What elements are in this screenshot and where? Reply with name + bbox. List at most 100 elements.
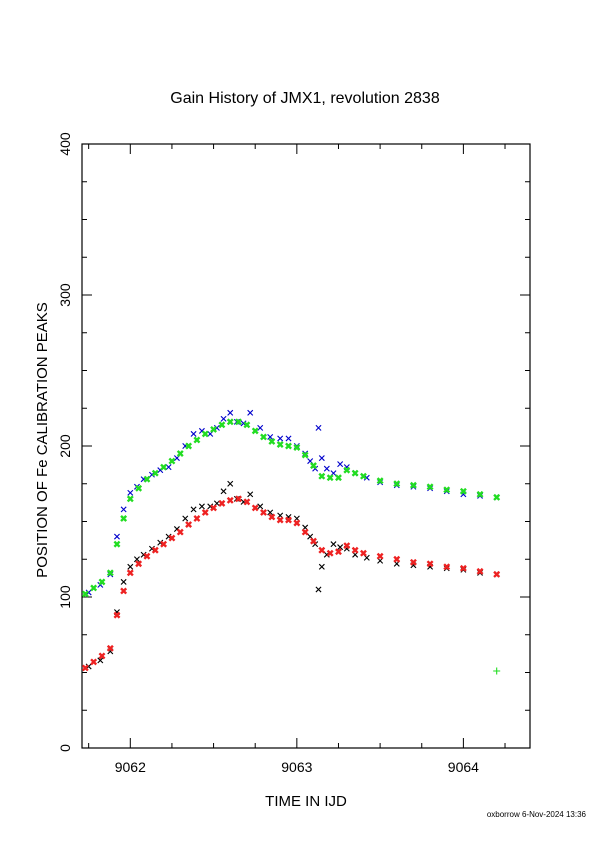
chart-title: Gain History of JMX1, revolution 2838 [170, 90, 440, 107]
data-point [268, 513, 276, 521]
data-point [201, 508, 209, 516]
data-point [227, 409, 234, 416]
data-point [201, 430, 209, 438]
data-point [276, 516, 284, 524]
data-point [426, 560, 434, 568]
y-axis-label: POSITION OF Fe CALIBRATION PEAKS [34, 302, 51, 578]
data-point [81, 664, 89, 672]
data-point [493, 493, 501, 501]
data-point [301, 451, 309, 459]
data-point [126, 495, 134, 503]
data-point [120, 578, 127, 585]
data-point [318, 472, 326, 480]
data-point [409, 558, 417, 566]
data-point [168, 534, 176, 542]
data-point [260, 508, 267, 516]
data-point [343, 542, 351, 550]
data-point [335, 548, 342, 556]
data-point [285, 435, 292, 442]
data-point [426, 483, 434, 491]
data-point [227, 480, 234, 487]
data-point [226, 496, 234, 504]
data-point [267, 433, 274, 440]
data-point [193, 515, 201, 522]
data-point [185, 521, 193, 528]
data-point [476, 490, 484, 498]
series-2 [85, 480, 500, 670]
data-point [277, 435, 284, 442]
series-1 [81, 418, 501, 598]
data-point [182, 515, 189, 522]
data-point [360, 472, 367, 480]
data-point [220, 488, 227, 495]
data-point [376, 552, 384, 560]
data-point [310, 537, 317, 545]
data-point [176, 528, 184, 536]
data-point [210, 504, 218, 512]
data-point [251, 427, 259, 435]
data-point [315, 586, 322, 593]
footer-timestamp: oxborrow 6-Nov-2024 13:36 [487, 810, 587, 819]
data-point [168, 457, 176, 465]
plot-frame [81, 143, 531, 749]
data-point [120, 515, 128, 522]
data-point [315, 424, 322, 431]
data-point [318, 455, 325, 462]
data-point [185, 442, 193, 450]
data-point [243, 498, 251, 506]
data-point [218, 421, 226, 429]
x-axis-label: TIME IN IJD [265, 793, 347, 810]
data-point [251, 504, 259, 512]
data-point [476, 567, 484, 575]
data-point [126, 569, 134, 577]
series-4 [493, 667, 501, 675]
data-point [393, 480, 401, 488]
data-point [210, 425, 218, 433]
series-0 [85, 409, 500, 596]
data-point [337, 544, 344, 551]
data-point [351, 546, 359, 554]
data-point [443, 563, 451, 571]
data-point [98, 578, 106, 586]
data-point [493, 570, 501, 578]
data-point [337, 461, 344, 468]
y-axis: 0 100 200 300 400 [57, 132, 530, 752]
data-point [285, 442, 292, 450]
x-axis: 9062 9063 9064 [88, 144, 506, 775]
data-point [160, 540, 168, 548]
data-point [135, 560, 143, 568]
data-point [409, 481, 417, 489]
data-point [257, 424, 264, 431]
data-point [176, 450, 184, 457]
data-point [293, 444, 301, 451]
x-tick-label: 9064 [448, 759, 479, 775]
data-point [443, 486, 451, 494]
data-point [293, 519, 301, 527]
data-point [493, 667, 501, 675]
data-point [90, 584, 98, 592]
data-point [335, 474, 342, 482]
data-point [160, 463, 168, 471]
data-point [343, 466, 351, 474]
data-point [360, 549, 367, 557]
data-point [247, 409, 254, 416]
data-point [190, 430, 197, 437]
data-point [267, 509, 274, 516]
data-point [310, 462, 317, 470]
y-tick-label: 0 [57, 744, 73, 752]
data-point [268, 438, 276, 445]
y-tick-label: 300 [57, 283, 73, 307]
data-point [220, 415, 227, 422]
data-point [113, 540, 121, 548]
data-point [247, 491, 254, 498]
y-tick-label: 400 [57, 132, 73, 156]
data-point [113, 533, 120, 540]
data-point [276, 441, 284, 448]
data-point [351, 469, 359, 477]
data-point [193, 436, 201, 444]
series-3 [81, 495, 501, 672]
data-point [330, 541, 337, 548]
data-point [198, 503, 205, 510]
data-point [235, 418, 242, 426]
x-tick-label: 9062 [115, 759, 146, 775]
